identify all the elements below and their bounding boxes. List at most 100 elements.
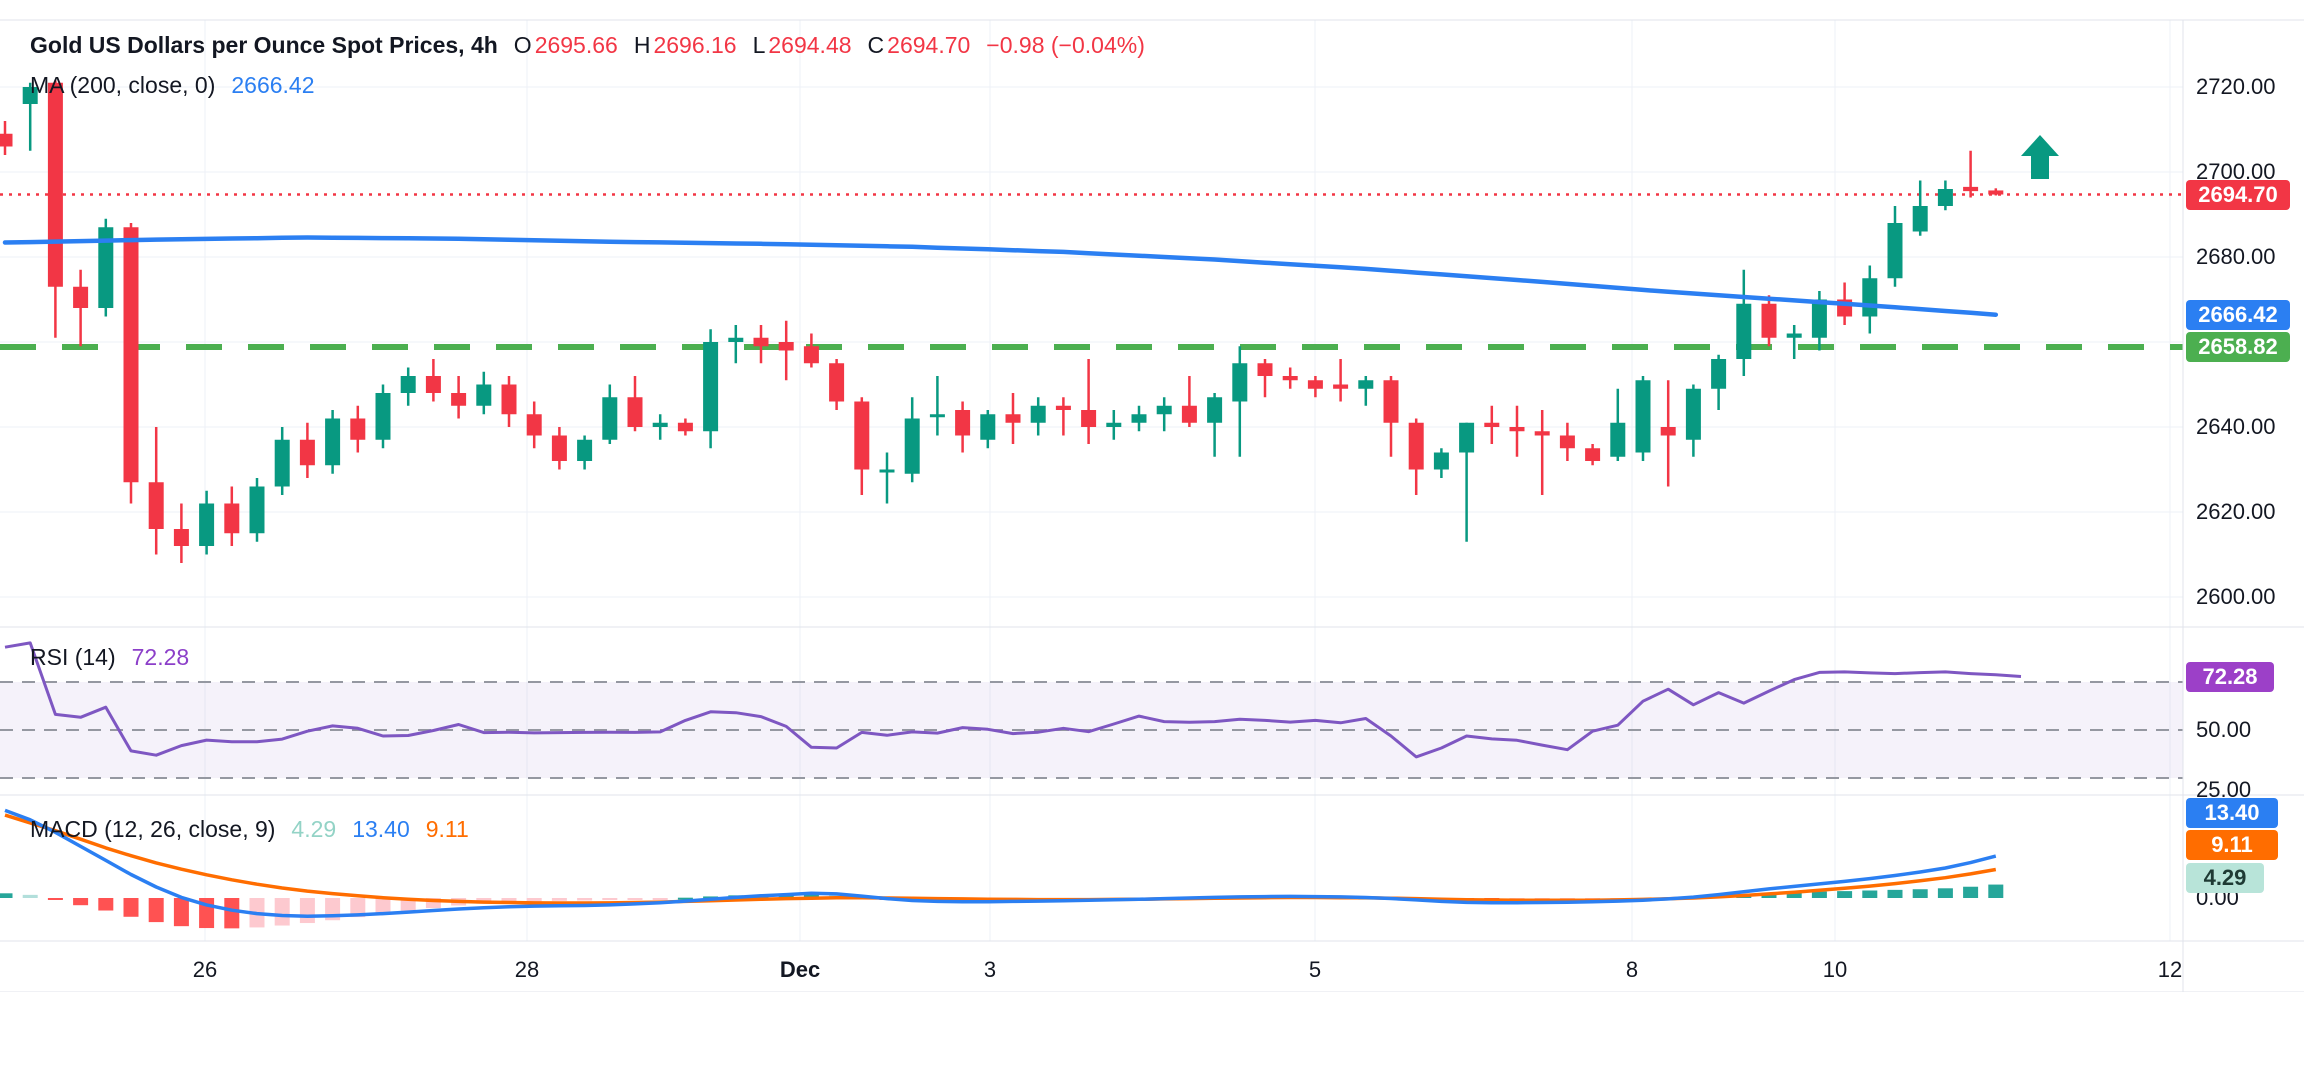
macd-hist-bar (627, 898, 643, 900)
macd-hist-bar (1811, 891, 1827, 898)
candle (350, 405, 366, 453)
macd-hist-bar (703, 896, 719, 899)
candle (1484, 405, 1500, 444)
candle (1131, 405, 1147, 432)
arrow-up-icon (2021, 135, 2059, 179)
axis-time-label: 10 (1822, 957, 1848, 982)
candle (728, 325, 744, 364)
candle (375, 384, 391, 449)
candle (1685, 384, 1701, 457)
axis-time-label: 26 (192, 957, 218, 982)
symbol-title: Gold US Dollars per Ounce Spot Prices, 4… (30, 32, 498, 58)
macd-hist-bar (123, 898, 139, 917)
candle (1333, 359, 1349, 402)
rsi-label: RSI (14) (30, 644, 116, 670)
candle (1207, 393, 1223, 457)
candle (1106, 410, 1122, 440)
candle (1081, 359, 1097, 444)
macd-hist-bar (1837, 891, 1853, 898)
macd-hist-badge: 4.29 (2186, 863, 2264, 893)
candle (652, 414, 668, 440)
candle (1358, 376, 1374, 406)
macd-hist-bar (375, 898, 391, 914)
panel-separators (0, 19, 2304, 993)
candle (1433, 448, 1449, 478)
candle (1383, 376, 1399, 457)
rsi-pane[interactable] (4, 641, 2022, 759)
macd-hist-bar (677, 897, 693, 900)
macd-hist-bar (0, 893, 13, 898)
macd-hist-bar (22, 894, 38, 898)
macd-legend: MACD (12, 26, close, 9) 4.29 13.40 9.11 (30, 816, 469, 843)
macd-hist-bar (577, 898, 593, 901)
macd-signal-value: 9.11 (425, 816, 469, 842)
support-level-badge: 2658.82 (2186, 332, 2290, 362)
candle (1156, 397, 1172, 432)
candle (1711, 354, 1727, 410)
macd-pane[interactable] (0, 808, 2004, 929)
candle (0, 121, 13, 155)
rsi-value: 72.28 (131, 644, 190, 670)
candle (602, 384, 618, 444)
candle (551, 427, 567, 470)
axis-time-label: Dec (779, 957, 821, 982)
last-price-badge: 2694.70 (2186, 179, 2290, 210)
macd-hist-bar (803, 893, 819, 898)
candle (1786, 325, 1802, 359)
candle (224, 486, 240, 546)
axis-price-label: 50.00 (2196, 717, 2252, 742)
candle (703, 329, 719, 449)
candle (803, 333, 819, 368)
candle (1988, 188, 2004, 196)
candle (1610, 388, 1626, 461)
candle (73, 269, 89, 347)
macd-hist-bar (551, 898, 567, 901)
candle (1963, 150, 1979, 198)
overlays (2, 135, 2059, 317)
axis-price-label: 25.00 (2196, 777, 2252, 802)
candlestick-pane[interactable] (0, 80, 2004, 563)
axis-price-label: 2640.00 (2196, 414, 2276, 439)
candle (1736, 269, 1752, 376)
axis-time-label: 3 (983, 957, 997, 982)
macd-hist-bar (350, 898, 366, 918)
macd-hist-bar (1887, 889, 1903, 898)
macd-hist-bar (652, 898, 668, 900)
macd-hist-bar (526, 898, 542, 902)
candle (1509, 405, 1525, 457)
candle (249, 478, 265, 542)
macd-hist-bar (224, 898, 240, 929)
candle (854, 397, 870, 495)
rsi-value-badge: 72.28 (2186, 661, 2274, 692)
candle (148, 427, 164, 555)
macd-hist-bar (299, 898, 315, 924)
candle (98, 218, 114, 317)
macd-hist-bar (1963, 886, 1979, 898)
candle (274, 427, 290, 495)
time-axis[interactable]: 26 28 Dec 3 5 8 10 12 (0, 941, 2183, 992)
candle (1307, 376, 1323, 398)
candle (123, 223, 139, 504)
ohlc-low: L 2694.48 (752, 32, 852, 58)
chart-footer: TradingView (0, 992, 2304, 1066)
candle (904, 397, 920, 483)
candle (1030, 397, 1046, 436)
symbol-legend: Gold US Dollars per Ounce Spot Prices, 4… (30, 32, 1145, 59)
candle (1912, 180, 1928, 236)
candle (980, 410, 996, 449)
candle (451, 376, 467, 419)
candle (1257, 359, 1273, 398)
price-change: −0.98 (−0.04%) (986, 32, 1145, 58)
macd-hist-bar (425, 898, 441, 909)
candle (829, 359, 845, 410)
axis-time-label: 8 (1625, 957, 1639, 982)
candle (879, 452, 895, 504)
rsi-legend: RSI (14) 72.28 (30, 644, 189, 671)
macd-line-badge: 13.40 (2186, 798, 2278, 828)
candle (199, 490, 215, 555)
rsi-line (4, 641, 2022, 759)
axis-price-label: 2720.00 (2196, 74, 2276, 99)
candle (1635, 376, 1651, 461)
